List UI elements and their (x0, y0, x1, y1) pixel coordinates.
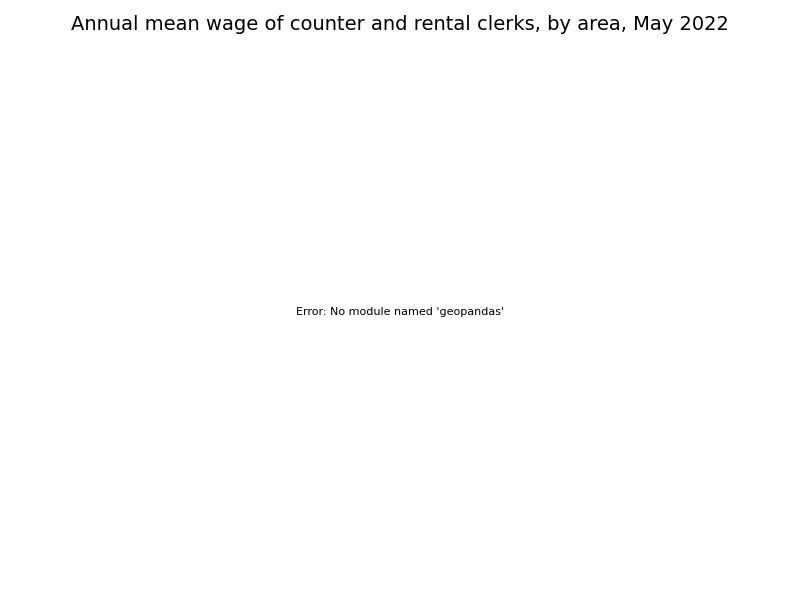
Text: Error: No module named 'geopandas': Error: No module named 'geopandas' (296, 307, 504, 317)
Title: Annual mean wage of counter and rental clerks, by area, May 2022: Annual mean wage of counter and rental c… (71, 15, 729, 34)
